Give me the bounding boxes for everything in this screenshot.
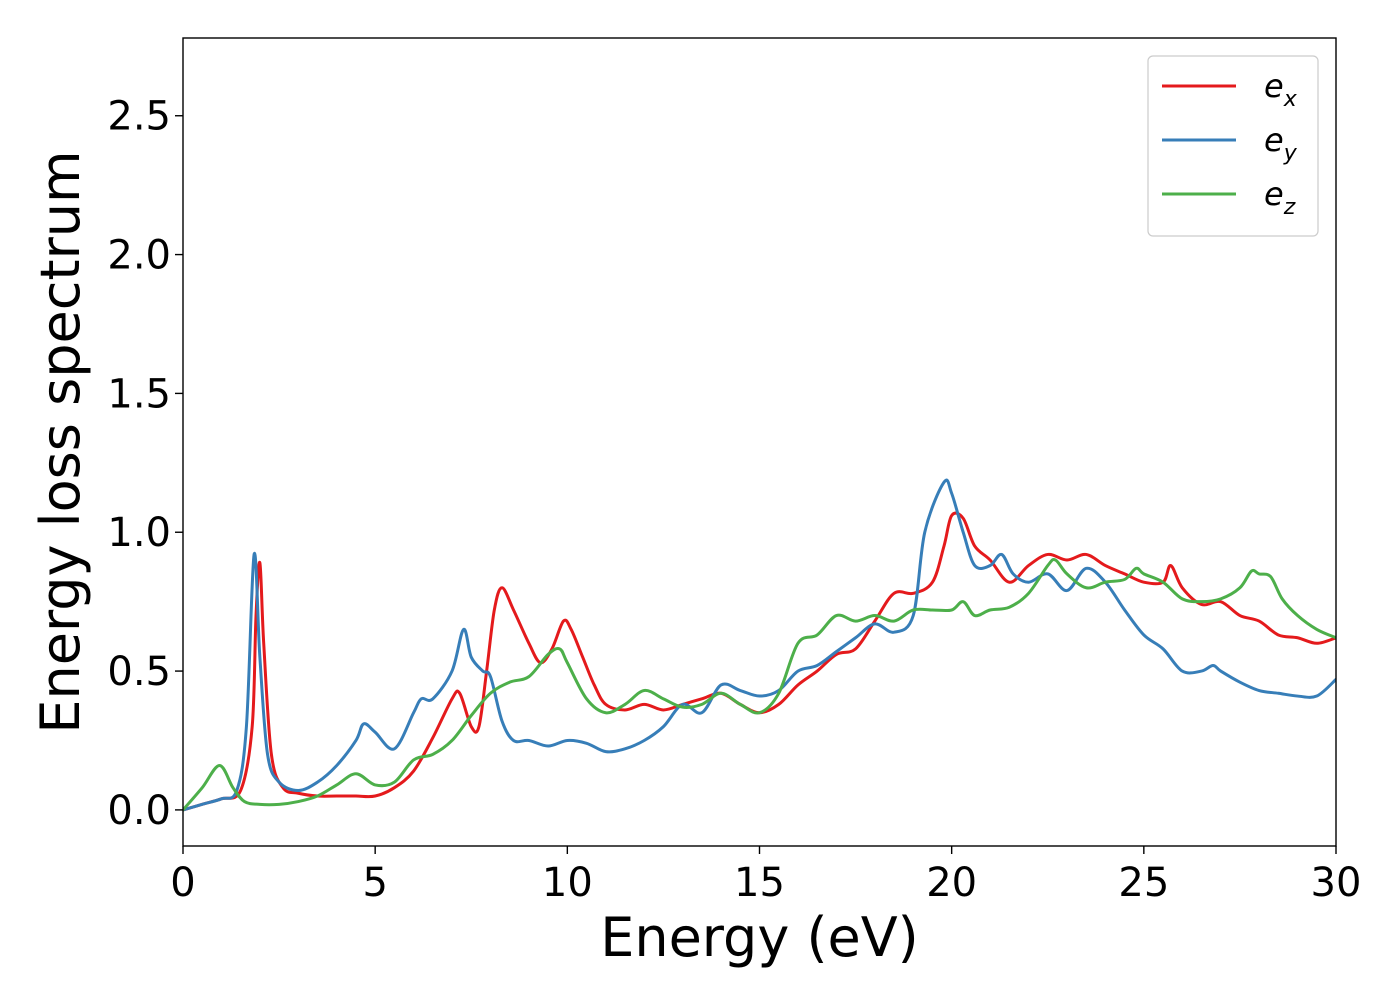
y-tick-label: 2.0 [107,233,171,279]
y-axis: 0.0 0.5 1.0 1.5 2.0 2.5 [107,94,183,834]
x-tick-label: 30 [1311,860,1362,906]
series-layer [183,478,1336,812]
legend-label-e-y: ey [1264,121,1298,166]
legend-label-e-z: ez [1264,175,1296,220]
legend-frame [1147,55,1319,237]
x-axis: 0 5 10 15 20 25 30 [170,846,1361,906]
series-line-e-y [183,478,1336,812]
series-line-e-z [183,558,1336,812]
y-tick-label: 1.0 [107,510,171,556]
x-axis-label: Energy (eV) [600,906,919,969]
y-tick-label: 0.5 [107,649,171,695]
x-tick-label: 10 [542,860,593,906]
x-tick-label: 25 [1118,860,1169,906]
x-tick-label: 0 [170,860,195,906]
x-tick-label: 15 [734,860,785,906]
legend: ex ey ez [1147,55,1319,237]
x-tick-label: 5 [362,860,387,906]
y-axis-label: Energy loss spectrum [29,150,92,733]
legend-label-e-x: ex [1264,67,1298,112]
y-tick-label: 0.0 [107,788,171,834]
series-line-e-x [183,511,1336,812]
x-tick-label: 20 [926,860,977,906]
y-tick-label: 1.5 [107,371,171,417]
y-tick-label: 2.5 [107,94,171,140]
